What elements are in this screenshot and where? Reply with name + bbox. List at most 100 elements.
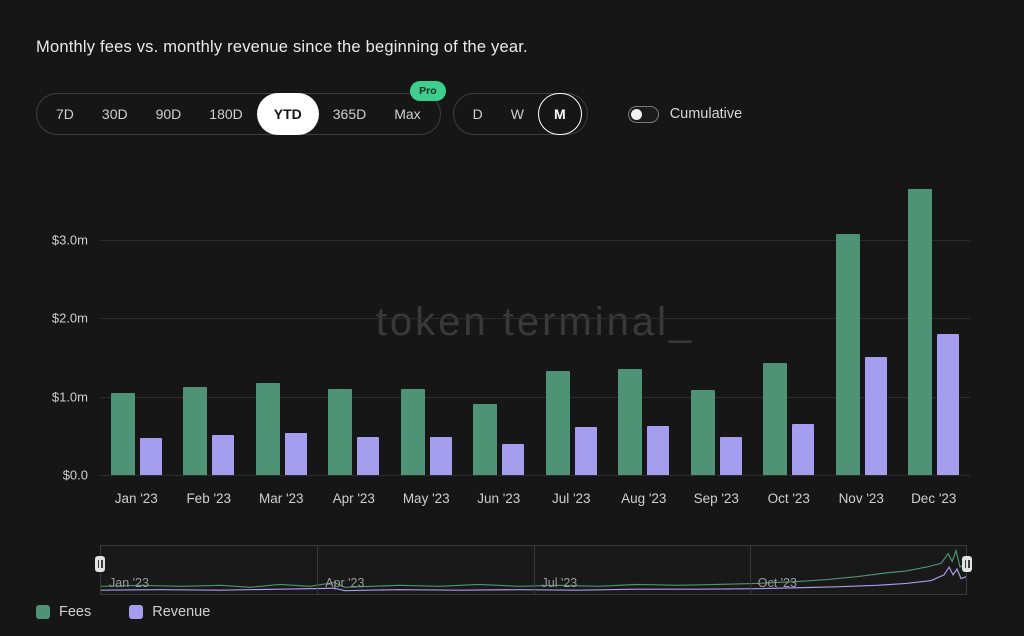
- fees-bar[interactable]: [255, 383, 280, 475]
- revenue-bar[interactable]: [792, 424, 815, 475]
- fees-bar[interactable]: [110, 392, 135, 475]
- bar-group: [535, 185, 608, 475]
- bars: [100, 185, 970, 475]
- x-axis-label: Jan '23: [114, 491, 158, 506]
- legend-item-fees[interactable]: Fees: [36, 604, 91, 620]
- bar-group: [100, 185, 173, 475]
- legend-label: Fees: [59, 604, 92, 620]
- granularity-m[interactable]: M: [538, 93, 582, 135]
- granularity-w[interactable]: W: [510, 106, 525, 122]
- plot-area: [100, 185, 970, 476]
- toggle-knob-icon: [630, 108, 642, 120]
- revenue-bar[interactable]: [719, 437, 742, 475]
- gridlines: [100, 185, 970, 476]
- minimap-label: Oct '23: [757, 576, 797, 590]
- revenue-bar[interactable]: [212, 435, 235, 475]
- x-axis-label: Jul '23: [551, 491, 591, 506]
- x-axis-label: Jun '23: [477, 491, 521, 506]
- y-axis-label: $0.0: [62, 467, 88, 483]
- bar-group: [463, 185, 536, 475]
- fees-bar[interactable]: [763, 362, 788, 475]
- minimap-divider: [749, 546, 751, 594]
- minimap-revenue-line: [101, 565, 966, 592]
- range-7d[interactable]: 7D: [56, 106, 74, 122]
- bar-group: [680, 185, 753, 475]
- gridline: [100, 475, 970, 476]
- x-axis-label: Feb '23: [186, 491, 232, 506]
- revenue-bar[interactable]: [864, 357, 887, 475]
- bar-group: [753, 185, 826, 475]
- revenue-bar[interactable]: [284, 432, 307, 475]
- revenue-bar[interactable]: [502, 444, 525, 475]
- range-365d[interactable]: 365D: [332, 106, 367, 122]
- range-selector: Pro 7D 30D 90D 180D YTD 365D Max: [36, 81, 446, 135]
- granularity-d[interactable]: D: [472, 106, 483, 122]
- fees-bar[interactable]: [545, 370, 570, 475]
- minimap-divider: [317, 546, 319, 594]
- fees-bar[interactable]: [400, 388, 425, 475]
- gridline: [100, 396, 970, 398]
- brush-handle-left[interactable]: [95, 556, 105, 572]
- range-30d[interactable]: 30D: [101, 106, 128, 122]
- cumulative-toggle[interactable]: [627, 105, 659, 123]
- bar-group: [898, 185, 971, 475]
- minimap-sparkline: [101, 548, 966, 592]
- brush-handle-right[interactable]: [962, 556, 972, 572]
- minimap-label: Apr '23: [325, 576, 365, 590]
- revenue-bar[interactable]: [139, 438, 162, 475]
- bar-group: [390, 185, 463, 475]
- minimap-label: Jul '23: [541, 576, 578, 590]
- watermark: token terminal_: [375, 300, 695, 344]
- cumulative-label: Cumulative: [669, 106, 743, 122]
- fees-swatch-icon: [36, 605, 50, 619]
- fees-bar[interactable]: [908, 188, 933, 475]
- x-axis-label: Mar '23: [258, 491, 304, 506]
- legend-item-revenue[interactable]: Revenue: [129, 604, 210, 620]
- legend: Fees Revenue: [36, 604, 210, 620]
- fees-bar[interactable]: [183, 387, 208, 475]
- bar-group: [318, 185, 391, 475]
- revenue-bar[interactable]: [357, 436, 380, 475]
- bar-group: [173, 185, 246, 475]
- fees-bar[interactable]: [328, 388, 353, 475]
- range-180d[interactable]: 180D: [209, 106, 243, 122]
- bar-group: [245, 185, 318, 475]
- cumulative-control: Cumulative: [627, 105, 743, 123]
- revenue-bar[interactable]: [647, 426, 670, 475]
- range-max[interactable]: Max: [394, 106, 421, 122]
- legend-label: Revenue: [152, 604, 211, 620]
- pro-badge: Pro: [410, 81, 446, 101]
- y-axis-label: $3.0m: [51, 232, 88, 248]
- x-axis-label: Apr '23: [332, 491, 375, 506]
- revenue-bar[interactable]: [429, 437, 452, 475]
- x-axis-label: Dec '23: [911, 491, 957, 506]
- x-axis-label: Oct '23: [767, 491, 810, 506]
- gridline: [100, 239, 970, 241]
- gridline: [100, 318, 970, 320]
- minimap-fees-line: [101, 548, 966, 588]
- x-axis-label: Aug '23: [621, 491, 667, 506]
- x-axis-label: Sep '23: [693, 491, 739, 506]
- fees-bar[interactable]: [618, 369, 643, 475]
- minimap-label: Jan '23: [109, 576, 149, 590]
- range-ytd[interactable]: YTD: [256, 93, 319, 135]
- revenue-bar[interactable]: [937, 333, 960, 475]
- fees-bar[interactable]: [473, 403, 498, 475]
- fees-bar[interactable]: [690, 389, 715, 475]
- y-axis: $3.0m $2.0m $1.0m $0.0: [0, 185, 88, 482]
- revenue-swatch-icon: [129, 605, 144, 619]
- y-axis-label: $2.0m: [51, 310, 88, 326]
- revenue-bar[interactable]: [574, 427, 597, 475]
- fees-bar[interactable]: [835, 233, 860, 475]
- bar-group: [825, 185, 898, 475]
- bar-group: [608, 185, 681, 475]
- timeline-brush[interactable]: Jan '23 Apr '23 Jul '23 Oct '23: [95, 545, 972, 595]
- minimap-divider: [533, 546, 535, 594]
- x-axis-label: Nov '23: [838, 491, 884, 506]
- range-90d[interactable]: 90D: [155, 106, 182, 122]
- x-axis-label: May '23: [402, 491, 450, 506]
- x-axis: Jan '23 Feb '23 Mar '23 Apr '23 May '23 Jun '…: [100, 491, 970, 506]
- y-axis-label: $1.0m: [51, 389, 88, 405]
